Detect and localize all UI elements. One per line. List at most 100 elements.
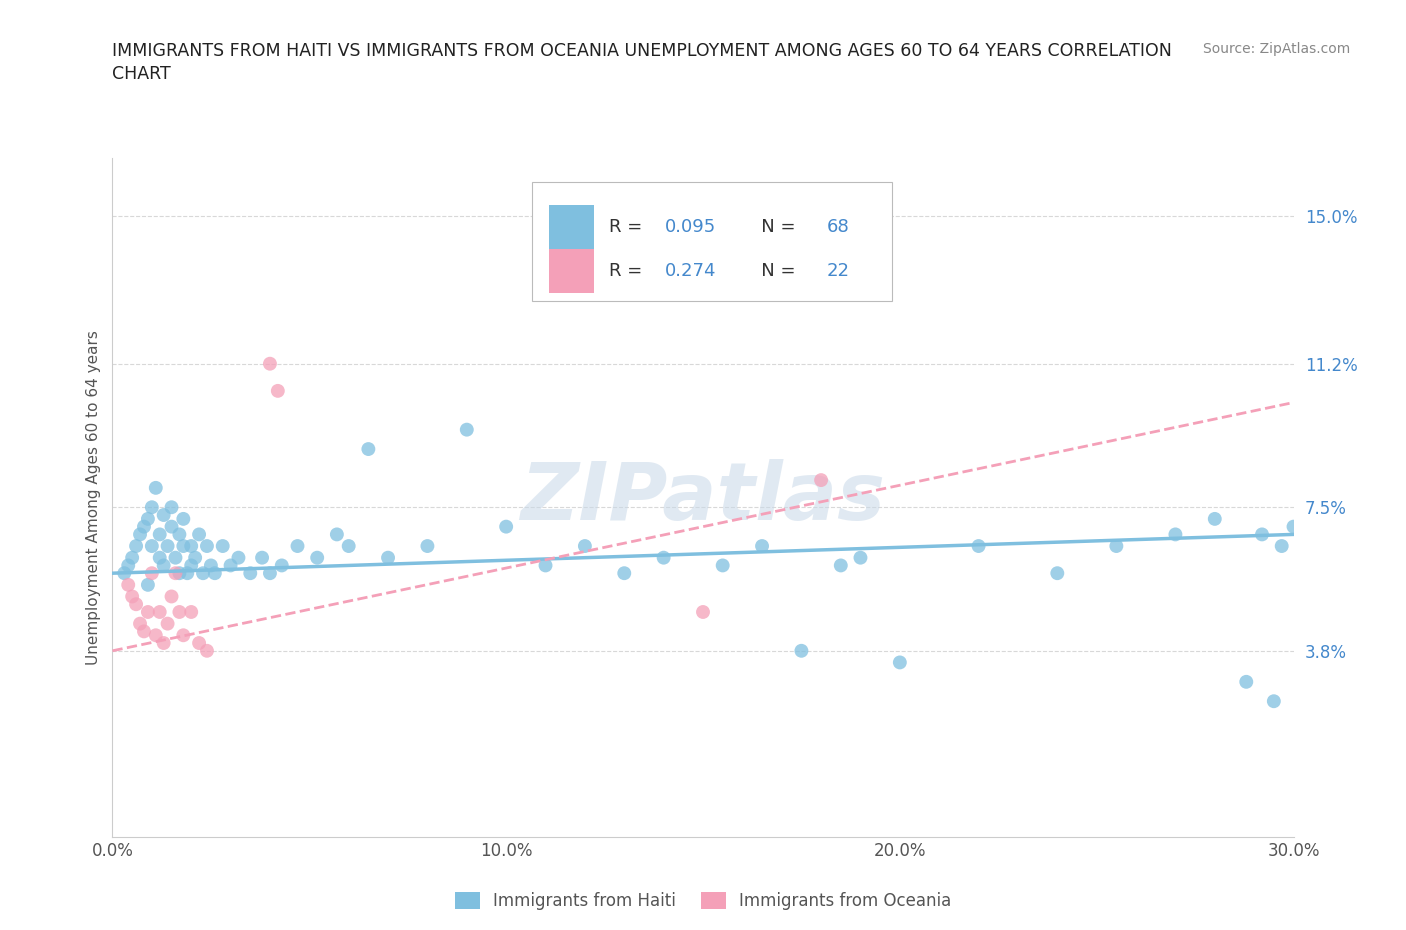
Point xyxy=(377,551,399,565)
Point xyxy=(152,635,174,650)
Text: R =: R = xyxy=(609,262,648,280)
Point xyxy=(652,551,675,565)
Point xyxy=(169,565,191,580)
Point xyxy=(141,565,163,580)
Point xyxy=(136,604,159,619)
Point xyxy=(149,551,172,565)
Y-axis label: Unemployment Among Ages 60 to 64 years: Unemployment Among Ages 60 to 64 years xyxy=(86,330,101,665)
Point xyxy=(1251,527,1274,542)
Point xyxy=(188,635,211,650)
Point xyxy=(132,519,155,534)
Point xyxy=(141,538,163,553)
Point xyxy=(200,558,222,573)
Point xyxy=(889,655,911,670)
Point xyxy=(160,519,183,534)
Point xyxy=(156,538,179,553)
Text: R =: R = xyxy=(609,218,648,236)
Point xyxy=(156,617,179,631)
Point xyxy=(169,604,191,619)
Point xyxy=(270,558,292,573)
Point xyxy=(172,512,194,526)
Point xyxy=(228,551,250,565)
Point xyxy=(184,551,207,565)
Text: CHART: CHART xyxy=(112,65,172,83)
Point xyxy=(692,604,714,619)
Point xyxy=(1164,527,1187,542)
Point xyxy=(259,565,281,580)
Point xyxy=(613,565,636,580)
Text: N =: N = xyxy=(744,218,801,236)
Point xyxy=(125,597,148,612)
Point xyxy=(967,538,990,553)
Point xyxy=(250,551,273,565)
Point xyxy=(1234,674,1257,689)
Point xyxy=(132,624,155,639)
Point xyxy=(810,472,832,487)
Point xyxy=(239,565,262,580)
Text: 68: 68 xyxy=(827,218,849,236)
Bar xyxy=(550,205,595,249)
Point xyxy=(136,512,159,526)
Point xyxy=(165,565,187,580)
Point xyxy=(1271,538,1294,553)
Point xyxy=(751,538,773,553)
Point xyxy=(195,538,218,553)
Bar xyxy=(550,249,595,293)
Point xyxy=(188,527,211,542)
Point xyxy=(180,558,202,573)
Point xyxy=(145,628,167,643)
Point xyxy=(136,578,159,592)
Point xyxy=(326,527,349,542)
Legend: Immigrants from Haiti, Immigrants from Oceania: Immigrants from Haiti, Immigrants from O… xyxy=(449,885,957,917)
Point xyxy=(112,565,135,580)
Point xyxy=(204,565,226,580)
Text: 0.274: 0.274 xyxy=(665,262,717,280)
Point xyxy=(259,356,281,371)
Text: 0.095: 0.095 xyxy=(665,218,717,236)
Point xyxy=(456,422,478,437)
Point xyxy=(1263,694,1285,709)
Text: Source: ZipAtlas.com: Source: ZipAtlas.com xyxy=(1202,42,1350,56)
Point xyxy=(172,538,194,553)
Point xyxy=(195,644,218,658)
Point xyxy=(160,589,183,604)
Point xyxy=(129,527,152,542)
Point xyxy=(830,558,852,573)
Point xyxy=(117,578,139,592)
Point xyxy=(149,604,172,619)
Point xyxy=(152,508,174,523)
Point xyxy=(129,617,152,631)
Point xyxy=(180,538,202,553)
Point xyxy=(169,527,191,542)
Point xyxy=(152,558,174,573)
Text: ZIPatlas: ZIPatlas xyxy=(520,458,886,537)
Point xyxy=(121,551,143,565)
Point xyxy=(337,538,360,553)
Point xyxy=(117,558,139,573)
FancyBboxPatch shape xyxy=(531,182,891,300)
Point xyxy=(180,604,202,619)
Point xyxy=(191,565,214,580)
Point xyxy=(165,551,187,565)
Point xyxy=(267,383,290,398)
Point xyxy=(790,644,813,658)
Point xyxy=(149,527,172,542)
Text: N =: N = xyxy=(744,262,801,280)
Point xyxy=(287,538,309,553)
Point xyxy=(1282,519,1305,534)
Point xyxy=(1046,565,1069,580)
Point xyxy=(307,551,329,565)
Point xyxy=(357,442,380,457)
Point xyxy=(219,558,242,573)
Point xyxy=(176,565,198,580)
Point xyxy=(534,558,557,573)
Point xyxy=(145,481,167,496)
Point xyxy=(121,589,143,604)
Point xyxy=(1105,538,1128,553)
Point xyxy=(141,499,163,514)
Point xyxy=(495,519,517,534)
Point xyxy=(711,558,734,573)
Point xyxy=(125,538,148,553)
Point xyxy=(160,499,183,514)
Point xyxy=(574,538,596,553)
